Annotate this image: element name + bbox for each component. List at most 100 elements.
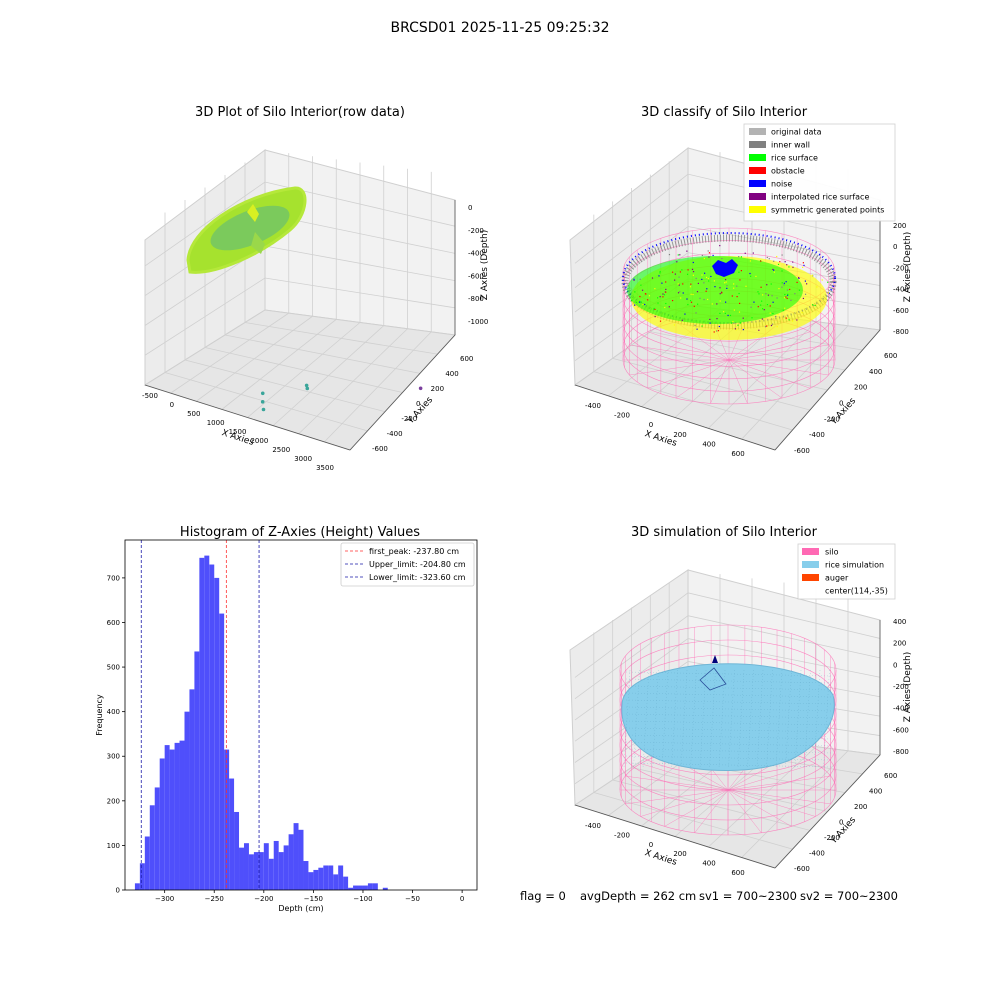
silo-spoke [625,789,729,805]
raw-y-tick: 200 [431,385,444,393]
classify-dot [659,270,661,273]
classify-dot [704,272,706,274]
classify-z-tick: -400 [893,286,909,294]
silo-spoke [694,789,729,833]
classify-dot [792,266,794,268]
sim-mesh-line [625,671,833,677]
classify-dot [687,269,689,271]
hist-bar [278,852,284,890]
classify-dot [701,274,703,276]
sim-mesh-line [823,669,830,769]
hist-x-tick-label: −200 [254,895,273,903]
classify-legend-swatch [749,141,766,148]
classify-dot [723,311,725,313]
hist-bar [268,858,274,890]
raw-z-tick: -600 [468,272,484,280]
sim-x-tick: 600 [731,869,744,877]
classify-center-noise-cluster [712,259,738,277]
grid-line [244,322,438,355]
sim-mesh-line [737,669,745,769]
raw-x-tick: 2500 [272,446,290,454]
hist-bar [229,778,235,890]
classify-dot [719,293,721,295]
sim-mesh-line [625,727,833,733]
classify-dot [724,312,726,314]
grid-line [593,792,793,850]
sim-mesh-line [625,713,833,719]
classify-dot [784,261,786,263]
sim-mesh-line [680,669,688,769]
grid-line [144,181,456,267]
classify-dot [710,275,712,278]
silo-spoke [727,789,762,833]
sim-y-tick: -200 [824,834,840,842]
status-avg-depth: avgDepth = 262 cm [580,889,696,903]
classify-dot [665,288,667,291]
classify-dot [679,271,681,273]
classify-dot [785,281,787,283]
classify-x-tick: 200 [673,431,686,439]
raw-axes-box [143,149,457,451]
classify-dot [726,287,728,290]
classify-dot [785,296,787,298]
classify-dot [733,287,735,289]
sim-z-tick: -600 [893,726,909,734]
classify-legend-label: noise [771,180,792,189]
sim-z-tick-labels: 400 200 0 -200 -400 -600 -800 [893,618,909,756]
classify-dot [773,269,775,271]
classify-dot [781,282,783,284]
classify-z-tick: 200 [893,222,906,230]
silo-spoke [675,359,730,399]
classify-dot [644,303,646,306]
sim-mesh-line [766,669,773,769]
sim-legend: silo rice simulation auger center(114,-35) [797,543,896,600]
classify-dot [671,271,674,273]
classify-dot [827,292,830,294]
classify-dot [717,330,720,332]
classify-dot [678,276,680,278]
raw-outlier-points [260,383,423,412]
classify-dot [806,283,808,285]
classify-dot [770,324,773,327]
sim-x-tick: 200 [673,850,686,858]
sim-z-label: Z Axies (Depth) [903,652,913,723]
raw-x-tick: 3000 [294,455,312,463]
hist-bar [248,854,254,890]
classify-dot [733,322,735,324]
classify-dot [790,299,792,301]
hist-bar [204,555,210,890]
sim-mesh-line [625,755,833,761]
classify-x-axis-line [574,384,776,451]
hist-x-tick-label: 0 [460,895,464,903]
classify-dot [755,275,757,278]
classify-dot [740,256,743,258]
raw-y-tick: 600 [460,355,473,363]
classify-dot [703,282,705,284]
classify-dot [644,293,647,295]
silo-spoke [728,359,811,389]
raw-outlier-point [260,391,265,396]
classify-dot [648,295,651,297]
classify-dot [726,285,728,287]
hist-y-tick-label: 400 [107,708,120,716]
classify-dot [653,307,655,310]
classify-dot [781,270,783,272]
sim-z-tick: -800 [893,748,909,756]
classify-dot [640,284,642,286]
classify-dot [794,293,796,295]
classify-dot [654,316,656,318]
classify-dot [742,328,744,331]
classify-dot [708,280,710,282]
sim-surface-ridge [699,667,727,691]
hist-y-tick-label: 500 [107,664,120,672]
sim-mesh-line [625,699,833,705]
hist-bar [189,689,195,890]
classify-dot [786,264,788,266]
classify-dot [736,285,738,287]
hist-bar [338,865,344,890]
hist-bar [303,861,309,890]
classify-dot [766,256,768,259]
classify-dot [764,326,767,328]
sim-mesh-line [804,669,811,769]
